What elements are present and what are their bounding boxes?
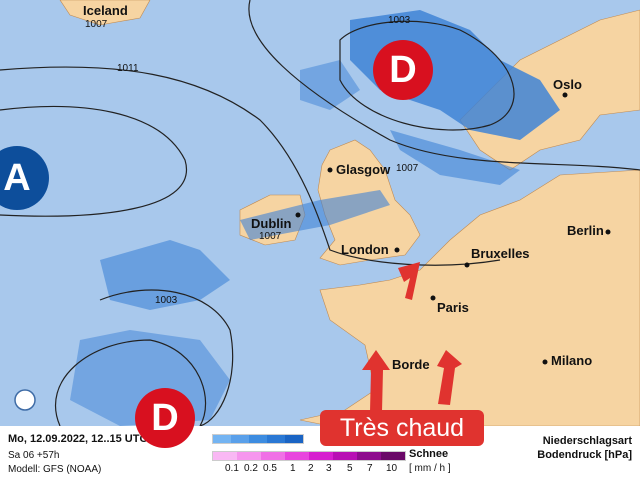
- isobar-label: 1003: [155, 295, 178, 306]
- snow-swatch: [213, 452, 237, 460]
- snow-label: Schnee: [409, 448, 449, 460]
- rain-swatch: [231, 435, 249, 443]
- label-bordeaux: Borde: [392, 357, 430, 372]
- label-iceland: Iceland: [83, 3, 128, 18]
- label-london: London: [341, 242, 389, 257]
- isobars: [0, 0, 640, 427]
- label-dublin: Dublin: [251, 216, 292, 231]
- snow-swatch: [285, 452, 309, 460]
- scale-tick: 3: [326, 463, 332, 474]
- scale-tick: 0.1: [225, 463, 239, 474]
- legend-date: Mo, 12.09.2022, 12..15 UTC: [8, 433, 148, 445]
- label-milano: Milano: [551, 353, 593, 368]
- scale-tick: 5: [347, 463, 353, 474]
- label-bruxelles: Bruxelles: [471, 246, 530, 261]
- low-pressure-marker: D: [135, 388, 195, 448]
- snow-swatch: [381, 452, 405, 460]
- scale-tick: 0.2: [244, 463, 258, 474]
- label-glasgow: Glasgow: [336, 162, 391, 177]
- tres-chaud-callout: Très chaud: [320, 410, 484, 446]
- label-berlin: Berlin: [567, 223, 604, 238]
- city-dots: [295, 92, 611, 365]
- snow-swatch: [309, 452, 333, 460]
- rain-scale: [212, 434, 304, 444]
- isobar-label: 1007: [259, 231, 282, 242]
- scale-tick: 2: [308, 463, 314, 474]
- scale-tick: 7: [367, 463, 373, 474]
- hot-arrows: [362, 262, 462, 412]
- type-title: Niederschlagsart: [542, 435, 632, 447]
- legend-model: Modell: GFS (NOAA): [8, 464, 102, 475]
- continent: [299, 169, 640, 427]
- scale-tick: 10: [386, 463, 398, 474]
- legend-forecast: Sa 06 +57h: [8, 450, 60, 461]
- label-paris: Paris: [437, 300, 469, 315]
- high-pressure-marker: A: [0, 146, 49, 210]
- snow-swatch: [261, 452, 285, 460]
- snow-swatch: [237, 452, 261, 460]
- magnifier-icon[interactable]: [14, 389, 36, 411]
- isobar-label: 1007: [85, 19, 108, 30]
- iceland: [59, 0, 151, 26]
- rain-swatch: [213, 435, 231, 443]
- isobar-label: 1003: [388, 15, 411, 26]
- isobar-label: 1011: [117, 63, 139, 74]
- snow-swatch: [333, 452, 357, 460]
- rain-swatch: [267, 435, 285, 443]
- scale-tick: 1: [290, 463, 296, 474]
- rain-swatch: [249, 435, 267, 443]
- label-oslo: Oslo: [553, 77, 582, 92]
- unit-label: [ mm / h ]: [409, 463, 451, 474]
- low-pressure-marker: D: [373, 40, 433, 100]
- rain-swatch: [285, 435, 303, 443]
- isobar-label: 1007: [396, 163, 419, 174]
- pressure-title: Bodendruck [hPa]: [537, 449, 632, 461]
- scale-tick: 0.5: [263, 463, 277, 474]
- snow-scale: [212, 451, 406, 461]
- snow-swatch: [357, 452, 381, 460]
